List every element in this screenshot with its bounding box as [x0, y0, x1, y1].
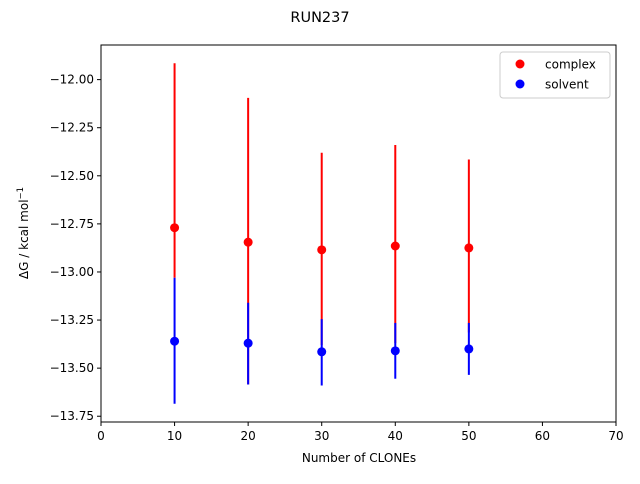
y-tick-label: −13.50 — [50, 361, 94, 375]
y-axis-label-superscript: −1 — [16, 187, 26, 200]
y-tick-label: −12.25 — [50, 121, 94, 135]
solvent-point — [390, 346, 400, 356]
solvent-point — [170, 336, 180, 346]
y-tick-label: −13.25 — [50, 313, 94, 327]
y-tick-label: −13.75 — [50, 409, 94, 423]
y-tick-label: −12.75 — [50, 217, 94, 231]
complex-point — [390, 241, 400, 251]
y-axis-label-main: ΔG / kcal mol — [17, 199, 31, 279]
chart-title: RUN237 — [290, 10, 349, 26]
x-tick-label: 20 — [241, 429, 256, 443]
complex-point — [464, 243, 474, 253]
legend: complex solvent — [499, 51, 611, 99]
complex-point — [317, 245, 327, 255]
complex-point — [170, 223, 180, 233]
x-tick-label: 30 — [314, 429, 329, 443]
solvent-point — [317, 347, 327, 357]
x-tick-label: 10 — [167, 429, 182, 443]
legend-label-complex: complex — [545, 58, 596, 72]
axes-frame — [100, 44, 617, 423]
complex-point — [243, 237, 253, 247]
legend-label-solvent: solvent — [545, 78, 589, 92]
x-tick-label: 40 — [388, 429, 403, 443]
y-axis: −12.00 −12.25 −12.50 −12.75 −13.00 −13.25 −13.… — [50, 73, 101, 423]
x-tick-label: 60 — [535, 429, 550, 443]
solvent-point — [464, 344, 474, 354]
legend-marker-solvent — [515, 79, 525, 89]
legend-box — [499, 51, 611, 99]
x-axis-label: Number of CLONEs — [302, 451, 416, 465]
x-tick-label: 50 — [461, 429, 476, 443]
x-axis: 0 10 20 30 40 50 60 70 — [97, 422, 624, 443]
x-tick-label: 0 — [97, 429, 105, 443]
solvent-point — [243, 338, 253, 348]
y-tick-label: −12.50 — [50, 169, 94, 183]
y-tick-label: −12.00 — [50, 73, 94, 87]
y-tick-label: −13.00 — [50, 265, 94, 279]
y-axis-label: ΔG / kcal mol−1 — [16, 187, 31, 279]
series-solvent — [170, 277, 474, 404]
plot-area — [170, 63, 474, 404]
x-tick-label: 70 — [608, 429, 623, 443]
legend-marker-complex — [515, 59, 525, 69]
